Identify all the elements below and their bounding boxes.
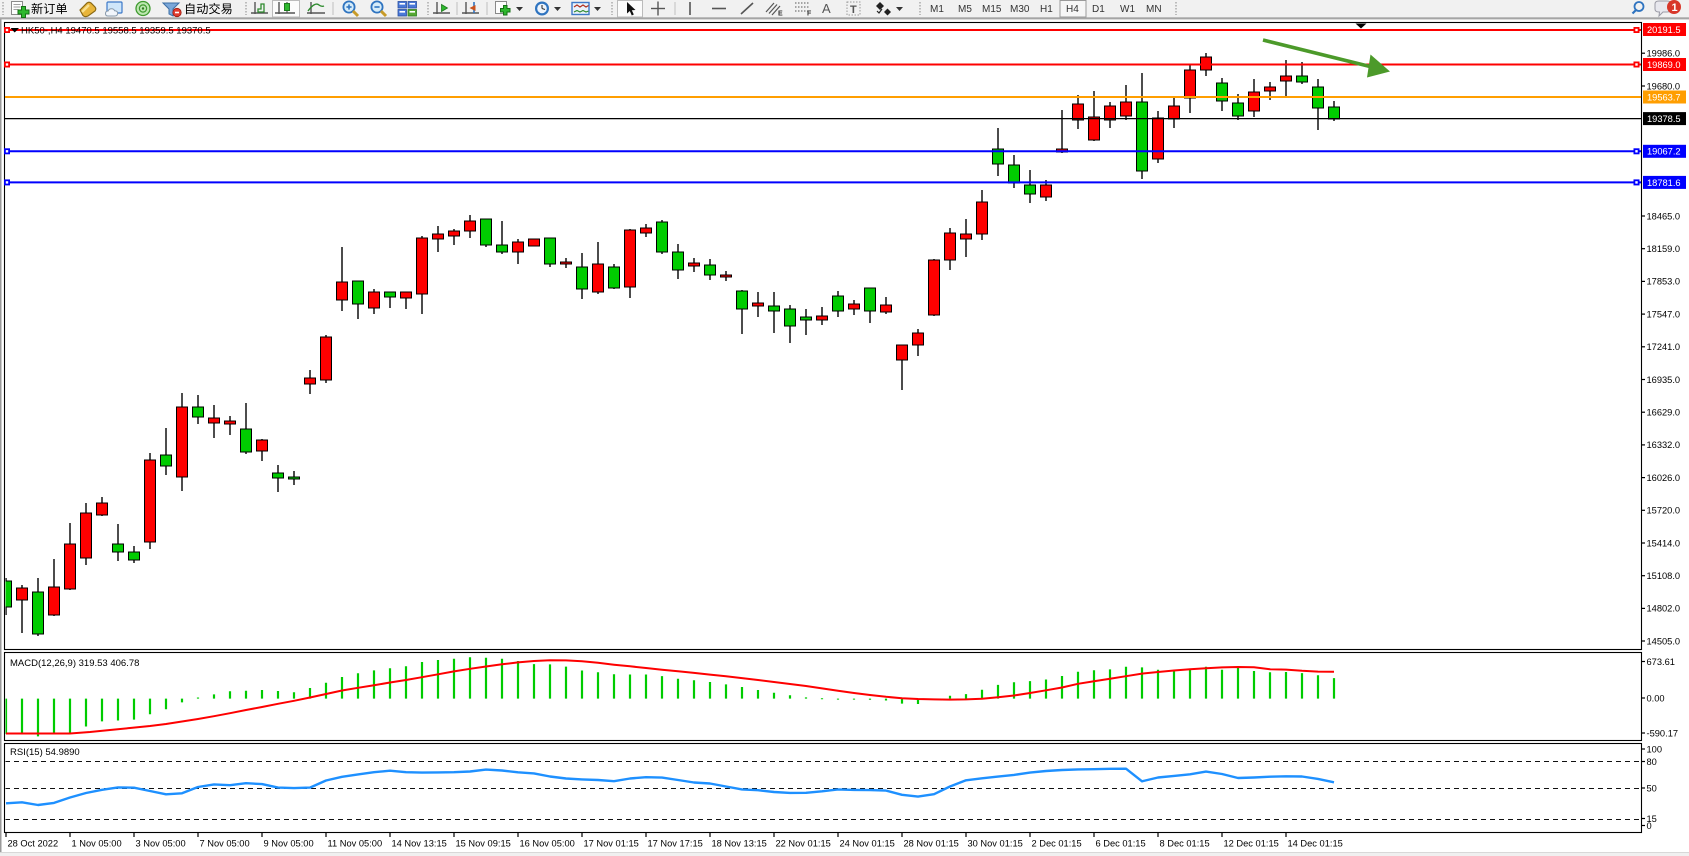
svg-text:28 Nov 01:15: 28 Nov 01:15 — [904, 839, 959, 849]
svg-text:D1: D1 — [1092, 4, 1105, 15]
svg-text:20191.5: 20191.5 — [1647, 25, 1681, 35]
svg-text:17547.0: 17547.0 — [1647, 309, 1681, 319]
svg-text:H1: H1 — [1040, 4, 1053, 15]
svg-text:9 Nov 05:00: 9 Nov 05:00 — [264, 839, 314, 849]
svg-text:19067.2: 19067.2 — [1647, 147, 1681, 157]
svg-text:RSI(15) 54.9890: RSI(15) 54.9890 — [10, 747, 80, 758]
svg-text:M15: M15 — [982, 4, 1002, 15]
svg-text:15 Nov 09:15: 15 Nov 09:15 — [456, 839, 511, 849]
svg-text:1: 1 — [1672, 2, 1678, 14]
svg-text:0.00: 0.00 — [1647, 693, 1665, 703]
svg-text:19563.7: 19563.7 — [1647, 92, 1681, 102]
svg-text:50: 50 — [1647, 783, 1657, 793]
svg-text:22 Nov 01:15: 22 Nov 01:15 — [776, 839, 831, 849]
svg-text:16935.0: 16935.0 — [1647, 375, 1681, 385]
svg-text:M1: M1 — [930, 4, 944, 15]
svg-text:14802.0: 14802.0 — [1647, 604, 1681, 614]
svg-text:W1: W1 — [1120, 4, 1135, 15]
svg-text:16 Nov 05:00: 16 Nov 05:00 — [520, 839, 575, 849]
svg-text:18159.0: 18159.0 — [1647, 244, 1681, 254]
svg-text:17 Nov 17:15: 17 Nov 17:15 — [648, 839, 703, 849]
svg-text:100: 100 — [1647, 744, 1663, 754]
svg-text:MN: MN — [1146, 4, 1162, 15]
svg-text:3 Nov 05:00: 3 Nov 05:00 — [136, 839, 186, 849]
svg-text:17241.0: 17241.0 — [1647, 342, 1681, 352]
svg-text:A: A — [822, 1, 831, 16]
svg-text:15: 15 — [1647, 814, 1657, 824]
svg-text:673.61: 673.61 — [1647, 657, 1675, 667]
svg-text:HK50-,H4 19470.5 19558.5 1935: HK50-,H4 19470.5 19558.5 19359.5 19370.5 — [21, 26, 211, 37]
svg-text:T: T — [850, 4, 857, 16]
svg-text:6 Dec 01:15: 6 Dec 01:15 — [1096, 839, 1146, 849]
svg-text:MACD(12,26,9) 319.53 406.78: MACD(12,26,9) 319.53 406.78 — [10, 658, 139, 669]
svg-text:E: E — [778, 11, 783, 18]
svg-text:30 Nov 01:15: 30 Nov 01:15 — [968, 839, 1023, 849]
svg-text:14 Nov 13:15: 14 Nov 13:15 — [392, 839, 447, 849]
svg-text:16026.0: 16026.0 — [1647, 473, 1681, 483]
svg-text:19869.0: 19869.0 — [1647, 60, 1681, 70]
svg-text:8 Dec 01:15: 8 Dec 01:15 — [1160, 839, 1210, 849]
svg-text:17 Nov 01:15: 17 Nov 01:15 — [584, 839, 639, 849]
svg-text:19986.0: 19986.0 — [1647, 49, 1681, 59]
svg-text:M5: M5 — [958, 4, 972, 15]
svg-text:18 Nov 13:15: 18 Nov 13:15 — [712, 839, 767, 849]
svg-text:1 Nov 05:00: 1 Nov 05:00 — [72, 839, 122, 849]
svg-text:18465.0: 18465.0 — [1647, 211, 1681, 221]
svg-text:15720.0: 15720.0 — [1647, 506, 1681, 516]
svg-text:16629.0: 16629.0 — [1647, 408, 1681, 418]
svg-text:2 Dec 01:15: 2 Dec 01:15 — [1032, 839, 1082, 849]
svg-text:11 Nov 05:00: 11 Nov 05:00 — [328, 839, 383, 849]
svg-text:H4: H4 — [1066, 4, 1079, 15]
svg-text:24 Nov 01:15: 24 Nov 01:15 — [840, 839, 895, 849]
svg-text:M30: M30 — [1010, 4, 1030, 15]
svg-text:14 Dec 01:15: 14 Dec 01:15 — [1288, 839, 1343, 849]
svg-text:0: 0 — [1647, 821, 1652, 831]
svg-text:19378.5: 19378.5 — [1647, 114, 1681, 124]
svg-text:17853.0: 17853.0 — [1647, 277, 1681, 287]
svg-text:7 Nov 05:00: 7 Nov 05:00 — [200, 839, 250, 849]
svg-text:80: 80 — [1647, 757, 1657, 767]
svg-text:12 Dec 01:15: 12 Dec 01:15 — [1224, 839, 1279, 849]
svg-text:19680.0: 19680.0 — [1647, 81, 1681, 91]
svg-text:14505.0: 14505.0 — [1647, 636, 1681, 646]
svg-text:15108.0: 15108.0 — [1647, 571, 1681, 581]
svg-text:16332.0: 16332.0 — [1647, 440, 1681, 450]
svg-text:28 Oct 2022: 28 Oct 2022 — [8, 839, 59, 849]
svg-text:-590.17: -590.17 — [1647, 728, 1679, 738]
svg-text:F: F — [807, 11, 812, 18]
svg-text:15414.0: 15414.0 — [1647, 538, 1681, 548]
svg-text:18781.6: 18781.6 — [1647, 178, 1681, 188]
